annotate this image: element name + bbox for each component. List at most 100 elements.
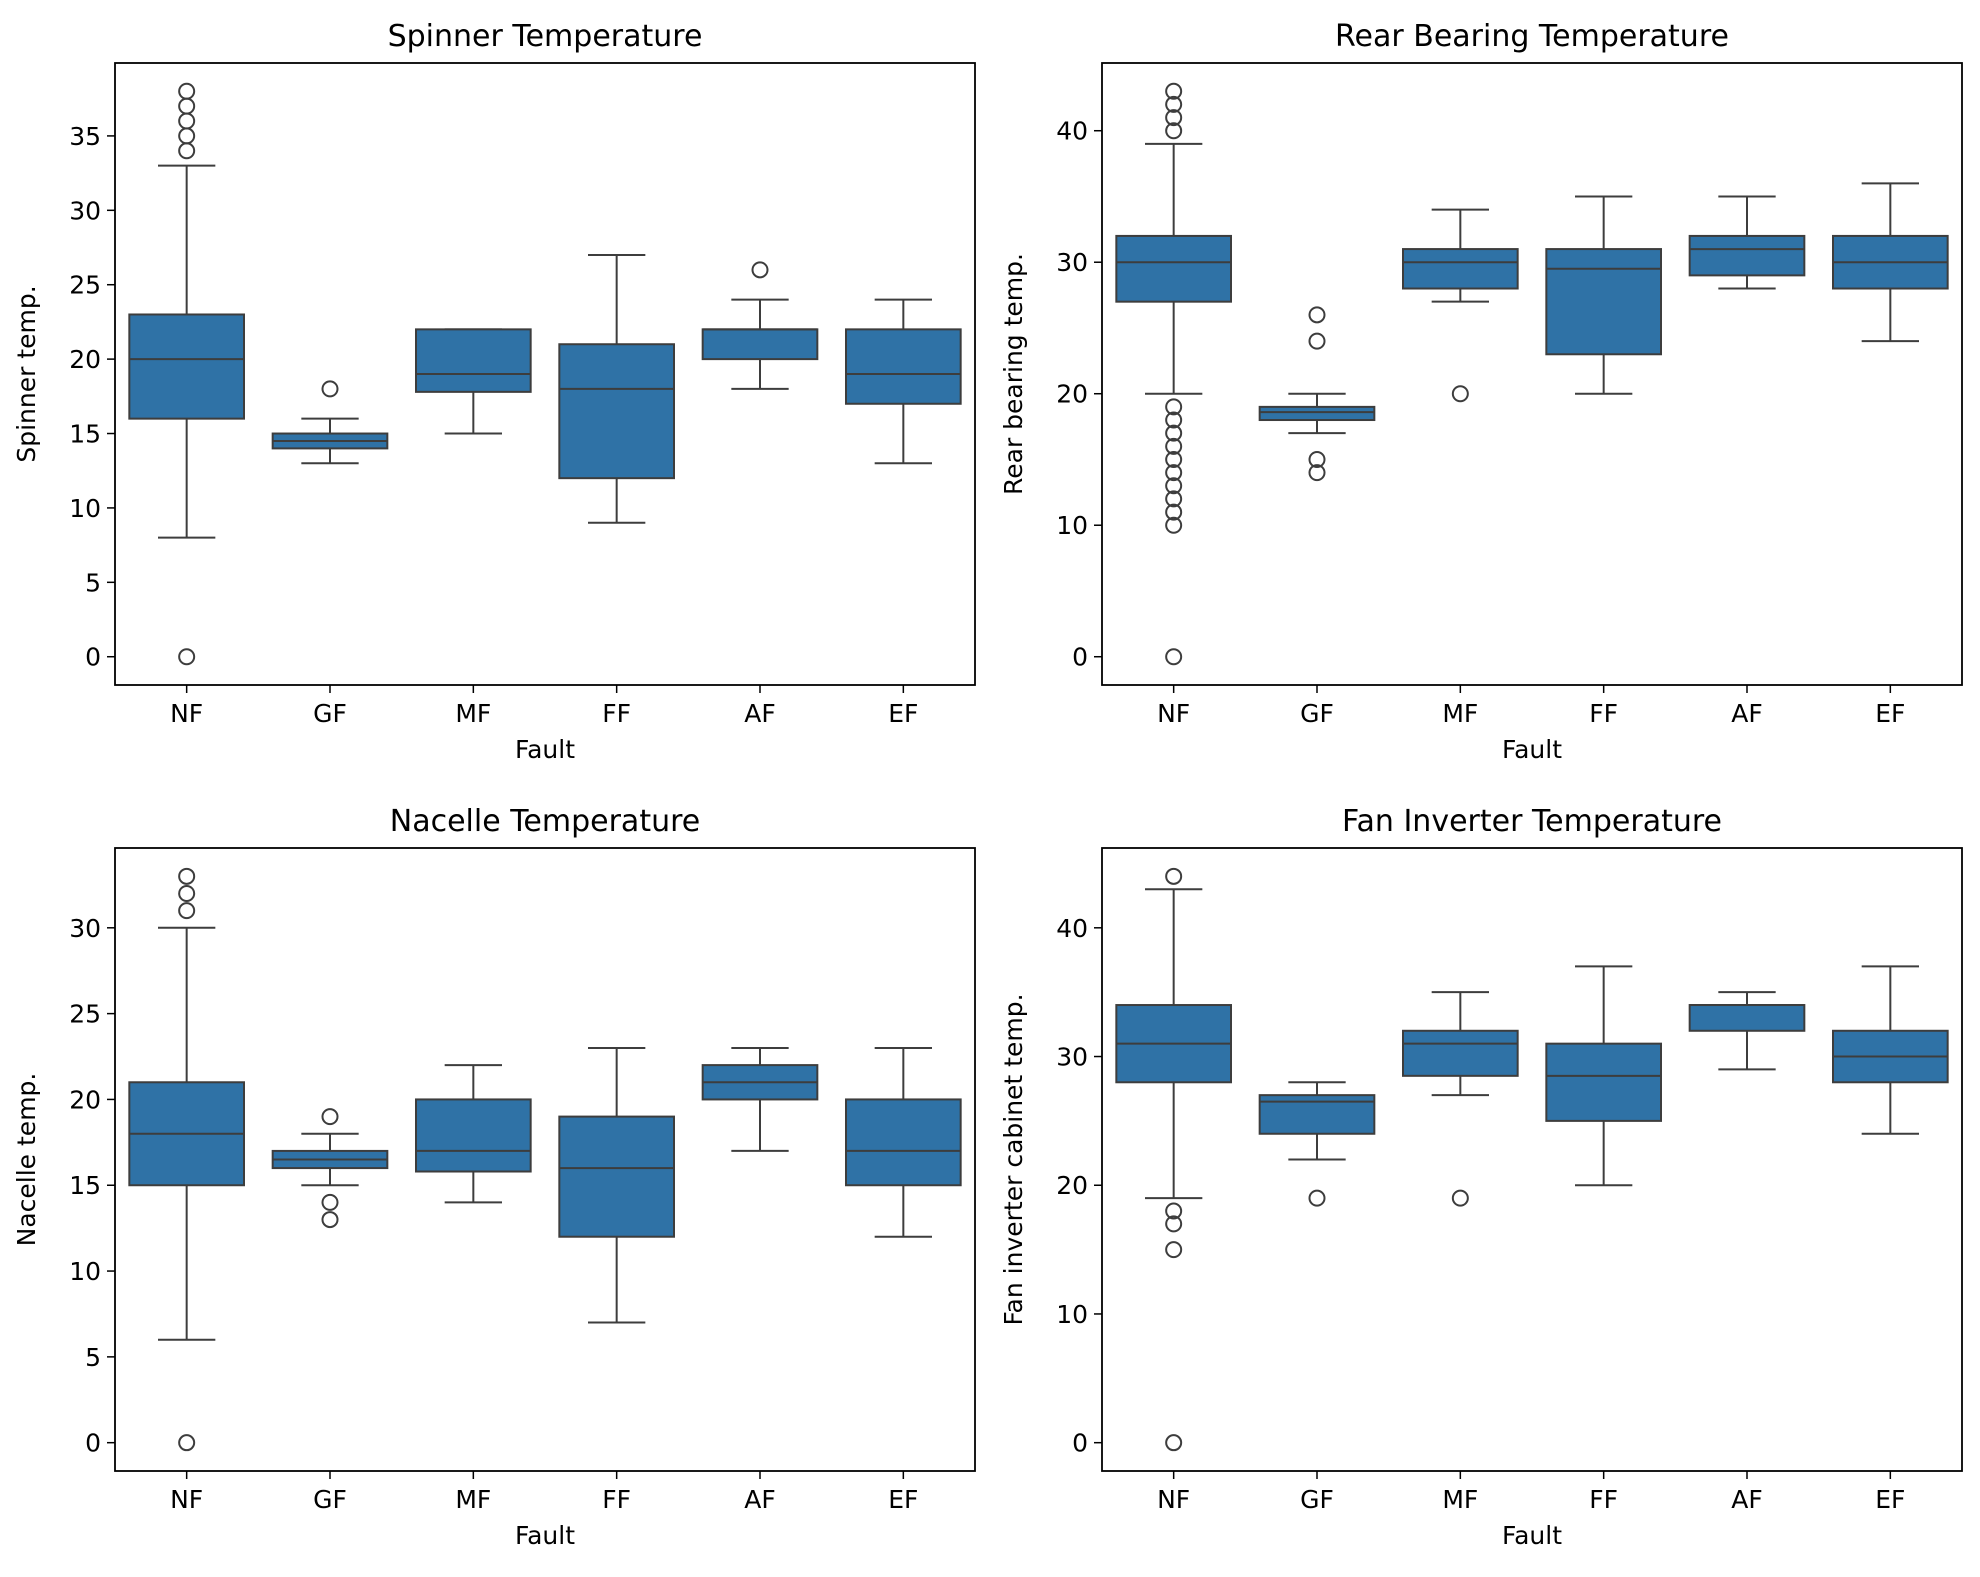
- box-FF: [558, 1046, 675, 1324]
- y-axis-label: Spinner temp.: [12, 285, 41, 462]
- box-NF: [1115, 867, 1233, 1452]
- x-tick-label: MF: [1442, 1485, 1478, 1514]
- outlier-point: [1165, 503, 1183, 521]
- subplot-3: Nacelle Temperature 0 5 10 15 20 25 30 NF GF MF FF A…: [12, 804, 976, 1550]
- outlier-point: [178, 97, 196, 115]
- box-body: [1688, 1004, 1806, 1032]
- chart-title: Nacelle Temperature: [390, 804, 700, 839]
- box-body: [558, 1115, 675, 1238]
- y-tick-label: 5: [85, 568, 101, 597]
- outlier-point: [1165, 398, 1183, 416]
- box-body: [558, 343, 675, 480]
- y-tick-label: 15: [69, 1171, 101, 1200]
- box-body: [1115, 234, 1233, 303]
- x-tick-label: EF: [888, 699, 918, 728]
- outlier-point: [321, 1193, 339, 1211]
- x-tick-label: MF: [455, 1485, 491, 1514]
- box-GF: [1258, 1081, 1376, 1207]
- box-MF: [1402, 991, 1519, 1207]
- outlier-point: [178, 867, 196, 885]
- box-body: [415, 1098, 532, 1173]
- y-tick-label: 20: [69, 1085, 101, 1114]
- x-axis-label: Fault: [515, 1521, 575, 1550]
- outlier-point: [1165, 450, 1183, 468]
- box-FF: [1545, 195, 1663, 395]
- x-tick-label: GF: [1300, 699, 1334, 728]
- outlier-point: [1308, 450, 1326, 468]
- box-FF: [1545, 965, 1663, 1187]
- chart-title: Rear Bearing Temperature: [1335, 19, 1729, 54]
- y-tick-label: 20: [69, 345, 101, 374]
- x-tick-label: EF: [1875, 1485, 1905, 1514]
- outlier-point: [1165, 516, 1183, 534]
- outlier-point: [1165, 82, 1183, 100]
- outlier-point: [1308, 332, 1326, 350]
- outlier-point: [1165, 490, 1183, 508]
- outlier-point: [1165, 1434, 1183, 1452]
- x-tick-label: GF: [313, 1485, 347, 1514]
- outlier-point: [178, 1434, 196, 1452]
- outlier-point: [1451, 385, 1469, 403]
- box-body: [415, 328, 532, 393]
- box-GF: [1258, 306, 1376, 482]
- box-body: [845, 1098, 962, 1187]
- outlier-point: [1451, 1189, 1469, 1207]
- box-EF: [845, 298, 962, 465]
- y-tick-label: 40: [1056, 914, 1088, 943]
- box-body: [701, 328, 819, 361]
- outlier-point: [321, 1108, 339, 1126]
- y-tick-label: 10: [69, 1257, 101, 1286]
- box-FF: [558, 253, 675, 524]
- box-body: [1402, 248, 1519, 290]
- box-MF: [415, 328, 532, 435]
- subplot-2: Rear Bearing Temperature 0 10 20 30 40 NF GF MF F…: [999, 19, 1963, 764]
- outlier-point: [1165, 1202, 1183, 1220]
- outlier-point: [1165, 1215, 1183, 1233]
- outlier-point: [178, 902, 196, 920]
- outlier-point: [178, 142, 196, 160]
- box-body: [845, 328, 962, 405]
- outlier-point: [1308, 306, 1326, 324]
- box-NF: [1115, 82, 1233, 666]
- y-tick-label: 10: [69, 494, 101, 523]
- y-tick-label: 0: [85, 643, 101, 672]
- subplot-1: Spinner Temperature 0 5 10 15 20 25 30 35 NF GF MF F…: [12, 19, 976, 764]
- box-body: [1545, 1042, 1663, 1122]
- x-tick-label: FF: [1589, 699, 1618, 728]
- outlier-point: [178, 648, 196, 666]
- y-tick-label: 25: [69, 271, 101, 300]
- x-tick-label: AF: [1731, 1485, 1762, 1514]
- x-tick-label: NF: [1157, 1485, 1190, 1514]
- x-tick-label: GF: [313, 699, 347, 728]
- axes-frame: [114, 847, 976, 1472]
- box-EF: [1832, 182, 1949, 343]
- outlier-point: [1165, 464, 1183, 482]
- y-axis-label: Nacelle temp.: [12, 1073, 41, 1247]
- x-axis-label: Fault: [515, 735, 575, 764]
- x-tick-label: NF: [170, 1485, 203, 1514]
- box-GF: [271, 1108, 389, 1229]
- x-tick-label: NF: [1157, 699, 1190, 728]
- outlier-point: [178, 127, 196, 145]
- box-NF: [128, 867, 245, 1452]
- x-tick-label: MF: [1442, 699, 1478, 728]
- box-GF: [271, 380, 389, 465]
- y-tick-label: 30: [69, 196, 101, 225]
- outlier-point: [1165, 95, 1183, 113]
- y-tick-label: 10: [1056, 1300, 1088, 1329]
- y-tick-label: 5: [85, 1343, 101, 1372]
- box-body: [1402, 1029, 1519, 1077]
- y-tick-label: 30: [69, 914, 101, 943]
- y-tick-label: 35: [69, 122, 101, 151]
- box-body: [1688, 234, 1806, 277]
- y-tick-label: 10: [1056, 511, 1088, 540]
- outlier-point: [1165, 1241, 1183, 1259]
- y-tick-label: 20: [1056, 1171, 1088, 1200]
- x-tick-label: FF: [1589, 1485, 1618, 1514]
- outlier-point: [178, 82, 196, 100]
- box-body: [1545, 248, 1663, 356]
- y-tick-label: 15: [69, 420, 101, 449]
- chart-title: Fan Inverter Temperature: [1342, 804, 1722, 839]
- x-tick-label: EF: [1875, 699, 1905, 728]
